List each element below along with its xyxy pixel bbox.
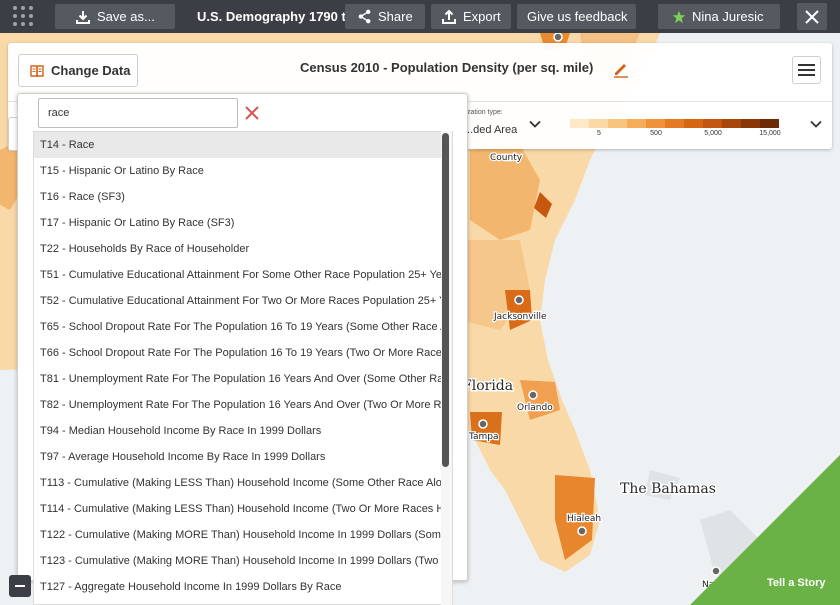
- export-label: Export: [463, 9, 501, 24]
- user-name: Nina Juresic: [692, 9, 764, 24]
- result-item[interactable]: T66 - School Dropout Rate For The Popula…: [40, 347, 443, 359]
- legend-swatch: [703, 119, 722, 128]
- share-icon: [358, 9, 371, 24]
- menu-line: [798, 69, 815, 71]
- result-item[interactable]: T82 - Unemployment Rate For The Populati…: [40, 399, 443, 411]
- legend-tick-label: 5: [597, 130, 601, 137]
- table-search-input[interactable]: [38, 98, 238, 128]
- map-title: Census 2010 - Population Density (per sq…: [300, 60, 594, 75]
- city-marker-jacksonville: [514, 295, 524, 305]
- legend-chevron-down-icon[interactable]: [809, 117, 823, 131]
- result-item[interactable]: T51 - Cumulative Educational Attainment …: [40, 269, 443, 281]
- county-patch: [470, 145, 540, 240]
- close-icon: [805, 9, 819, 24]
- result-item[interactable]: T81 - Unemployment Rate For The Populati…: [40, 373, 443, 385]
- minus-icon: [15, 585, 25, 587]
- menu-line: [798, 74, 815, 76]
- county-patch: [470, 412, 502, 445]
- bahamas-island: [645, 470, 680, 500]
- apps-grid-icon[interactable]: [13, 6, 35, 28]
- map-label-bahamas: The Bahamas: [620, 481, 716, 497]
- legend-swatch: [722, 119, 741, 128]
- change-data-label: Change Data: [51, 63, 131, 78]
- upload-icon: [442, 9, 456, 24]
- result-item[interactable]: T122 - Cumulative (Making MORE Than) Hou…: [40, 529, 443, 541]
- city-marker-tampa: [478, 419, 488, 429]
- legend-swatch: [741, 119, 760, 128]
- result-item[interactable]: T16 - Race (SF3): [40, 191, 125, 203]
- share-button[interactable]: Share: [345, 4, 425, 29]
- result-item[interactable]: T65 - School Dropout Rate For The Popula…: [40, 321, 443, 333]
- tell-a-story-label[interactable]: Tell a Story: [767, 577, 826, 589]
- clear-search-icon[interactable]: [243, 104, 261, 122]
- map-label-jacksonville: Jacksonville: [493, 312, 547, 322]
- tell-a-story-tab[interactable]: [690, 455, 840, 605]
- result-item[interactable]: T123 - Cumulative (Making MORE Than) Hou…: [40, 555, 443, 567]
- legend-swatch: [608, 119, 627, 128]
- map-label-florida: Florida: [462, 378, 513, 394]
- map-name-title[interactable]: U.S. Demography 1790 to: [197, 9, 347, 24]
- result-item[interactable]: T17 - Hispanic Or Latino By Race (SF3): [40, 217, 235, 229]
- city-marker-nassau: [711, 566, 721, 576]
- city-marker-hialeah: [577, 526, 587, 536]
- share-label: Share: [378, 9, 413, 24]
- book-icon: [30, 64, 44, 77]
- table-results-list[interactable]: T14 - Race T15 - Hispanic Or Latino By Ra…: [33, 131, 453, 605]
- legend-tick-label: 15,000: [759, 130, 781, 137]
- legend-color-bar: [570, 119, 779, 128]
- change-data-button[interactable]: Change Data: [18, 54, 138, 87]
- user-account-button[interactable]: Nina Juresic: [658, 4, 780, 29]
- download-icon: [76, 10, 90, 24]
- city-marker-orlando: [528, 390, 538, 400]
- map-label-orlando: Orlando: [517, 403, 553, 413]
- map-label-hialeah: Hialeah: [567, 514, 601, 524]
- result-item[interactable]: T15 - Hispanic Or Latino By Race: [40, 165, 204, 177]
- legend-swatch: [684, 119, 703, 128]
- city-marker-top: [553, 32, 563, 42]
- result-item[interactable]: T114 - Cumulative (Making LESS Than) Hou…: [40, 503, 443, 515]
- visualization-type-value[interactable]: ...ded Area: [464, 124, 518, 136]
- export-button[interactable]: Export: [431, 4, 511, 29]
- save-as-label: Save as...: [97, 9, 155, 24]
- pencil-edit-icon[interactable]: [612, 60, 630, 78]
- map-label-county: County: [490, 153, 523, 163]
- result-item[interactable]: T22 - Households By Race of Householder: [40, 243, 250, 255]
- map-label-tampa: Tampa: [468, 432, 499, 442]
- results-scrollbar-thumb[interactable]: [442, 133, 449, 467]
- zoom-out-button[interactable]: [9, 575, 31, 597]
- color-legend[interactable]: 5 500 5,000 15,000: [570, 119, 781, 140]
- result-item[interactable]: T14 - Race: [34, 132, 443, 158]
- feedback-button[interactable]: Give us feedback: [517, 4, 636, 29]
- result-item[interactable]: T97 - Average Household Income By Race I…: [40, 451, 326, 463]
- legend-swatch: [760, 119, 779, 128]
- top-toolbar: Save as... U.S. Demography 1790 to Share…: [0, 0, 840, 33]
- feedback-label: Give us feedback: [527, 9, 628, 24]
- result-item[interactable]: T94 - Median Household Income By Race In…: [40, 425, 322, 437]
- result-item[interactable]: T113 - Cumulative (Making LESS Than) Hou…: [40, 477, 443, 489]
- legend-ticks: 5 500 5,000 15,000: [570, 128, 781, 140]
- menu-line: [798, 64, 815, 66]
- legend-swatch: [570, 119, 589, 128]
- county-patch: [505, 290, 532, 330]
- legend-tick-label: 500: [650, 130, 662, 137]
- close-button[interactable]: [797, 3, 827, 30]
- legend-swatch: [627, 119, 646, 128]
- result-item[interactable]: T127 - Aggregate Household Income In 199…: [40, 581, 342, 593]
- legend-swatch: [589, 119, 608, 128]
- legend-swatch: [646, 119, 665, 128]
- result-item[interactable]: T52 - Cumulative Educational Attainment …: [40, 295, 443, 307]
- county-patch: [555, 475, 595, 560]
- legend-tick-label: 5,000: [704, 130, 722, 137]
- county-patch: [520, 380, 560, 420]
- chevron-down-icon[interactable]: [528, 117, 542, 131]
- visualization-type-label: ...lization type:: [458, 109, 503, 116]
- save-as-button[interactable]: Save as...: [55, 4, 175, 29]
- legend-swatch: [665, 119, 684, 128]
- county-patch: [534, 192, 552, 218]
- star-icon: [672, 10, 686, 23]
- hamburger-menu-button[interactable]: [792, 56, 821, 84]
